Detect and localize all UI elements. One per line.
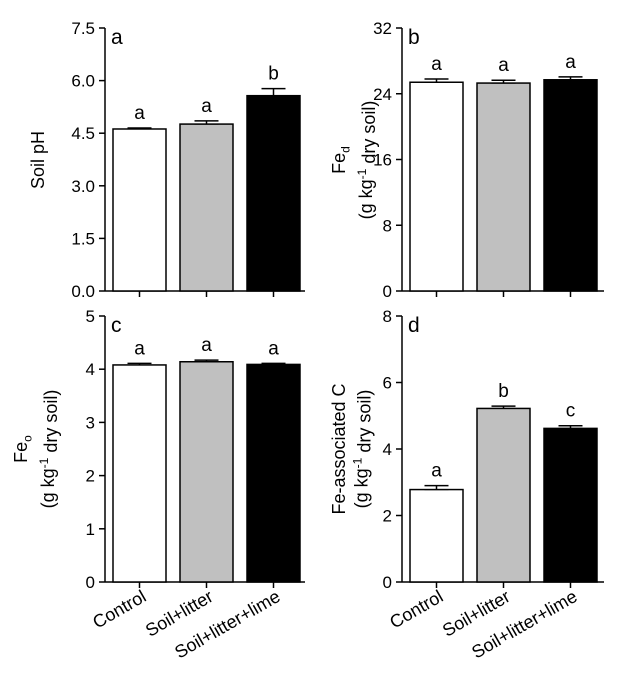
significance-letter: b [498,381,509,402]
y-axis-title: Feo(g kg-1 dry soil) [11,390,61,509]
y-tick-label: 2 [383,507,392,526]
y-tick-label: 6 [383,374,392,393]
y-tick-label: 3.0 [71,177,95,196]
bar-soil-litter [179,361,234,583]
y-tick-label: 8 [383,216,392,235]
y-axis-title-line: (g kg-1 dry soil) [355,101,379,220]
x-category-label: Control [386,586,446,632]
unit-part: (g kg [356,179,376,219]
bar-control [112,364,167,583]
significance-letter: a [565,52,576,73]
unit-part: dry soil) [359,101,379,169]
y-axis-title-line: Soil pH [28,131,48,189]
bar-control [409,81,464,292]
unit-superscript: -1 [355,168,369,179]
y-tick-label: 1 [86,520,95,539]
significance-letter: c [566,401,576,422]
bar-soil-litter-lime [246,94,301,292]
bar-soil-litter [476,82,531,292]
unit-superscript: -1 [351,457,365,468]
y-tick-label: 0 [383,282,392,301]
y-tick-label: 8 [383,307,392,326]
y-axis-title: Fe-associated C (g kg-1 dry soil) [329,383,375,514]
panel-d: 0 2 4 6 8 d a b c Fe-associated C (g kg-1 dry soil… [329,307,604,662]
unit-part: dry soil) [41,390,61,458]
y-axis-title-subscript: o [20,435,34,442]
y-axis-title-line: Fe [11,442,31,463]
y-tick-label: 24 [373,85,392,104]
bar-control [409,488,464,583]
significance-letter: a [201,335,212,356]
y-axis-title-subscript: d [338,146,352,153]
y-tick-label: 4.5 [71,124,95,143]
y-tick-label: 1.5 [71,229,95,248]
y-tick-label: 3 [86,413,95,432]
panel-label: b [408,26,420,49]
y-tick-label: 4 [86,360,95,379]
y-tick-label: 5 [86,307,95,326]
y-tick-label: 6.0 [71,72,95,91]
y-tick-label: 7.5 [71,19,95,38]
bar-soil-litter [179,123,234,292]
y-axis-title: Fed(g kg-1 dry soil) [329,101,379,220]
y-tick-label: 0.0 [71,282,95,301]
unit-superscript: -1 [37,457,51,468]
y-axis-title-line: Fe-associated C [329,383,349,514]
y-tick-label: 4 [383,440,392,459]
y-tick-label: 2 [86,467,95,486]
y-axis-title: Soil pH [28,131,48,189]
significance-letter: a [134,338,145,359]
significance-letter: a [498,55,509,76]
panel-label: d [408,314,420,337]
significance-letter: b [268,64,279,85]
bar-soil-litter-lime [543,427,598,583]
significance-letter: a [431,54,442,75]
y-axis-title-line: Fe [329,153,349,174]
panel-a: 0.0 1.5 3.0 4.5 6.0 7.5 a a a b Soil pH [28,19,305,301]
significance-letter: a [201,96,212,117]
y-tick-label: 16 [373,151,392,170]
y-tick-label: 32 [373,19,392,38]
y-axis-title-line: (g kg-1 dry soil) [37,390,61,509]
significance-letter: a [134,103,145,124]
unit-part: dry soil) [355,390,375,458]
bar-soil-litter-lime [246,363,301,583]
unit-part: (g kg [352,468,372,508]
significance-letter: a [431,461,442,482]
unit-part: (g kg [38,468,58,508]
y-axis-title-line: (g kg-1 dry soil) [351,390,375,509]
bar-control [112,128,167,292]
y-tick-label: 0 [383,573,392,592]
panel-label: c [111,314,122,337]
bar-soil-litter [476,407,531,583]
significance-letter: a [268,338,279,359]
bar-soil-litter-lime [543,79,598,292]
y-tick-label: 0 [86,573,95,592]
panel-label: a [111,26,123,49]
x-category-label: Control [89,586,149,632]
